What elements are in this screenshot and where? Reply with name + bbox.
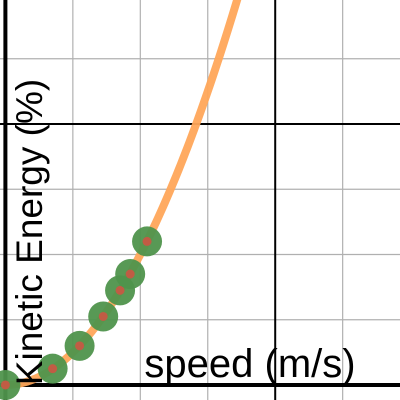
x-axis-label: speed (m/s) (144, 342, 355, 386)
data-point-marker (0, 369, 21, 400)
data-points-layer (0, 226, 163, 400)
data-point (88, 301, 119, 332)
data-point-center (98, 311, 108, 321)
data-point (64, 330, 95, 361)
data-point (132, 226, 163, 257)
data-point-center (0, 380, 10, 390)
data-point-center (75, 341, 85, 351)
data-point (37, 353, 68, 384)
data-point-center (142, 236, 152, 246)
data-point-center (115, 285, 125, 295)
y-axis-label: Kinetic Energy (%) (9, 79, 50, 385)
data-point (0, 369, 21, 400)
data-point-center (125, 269, 135, 279)
data-point (115, 259, 146, 290)
data-point-center (48, 364, 58, 374)
